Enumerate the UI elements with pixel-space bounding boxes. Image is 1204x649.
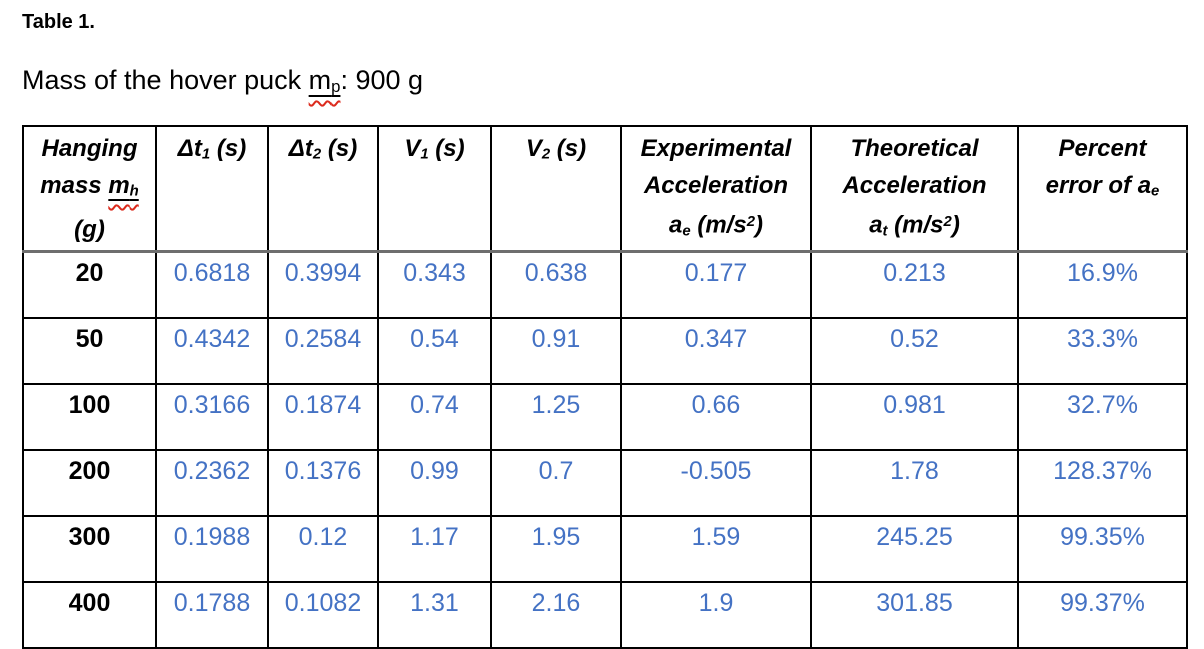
cell-hanging-mass: 20	[22, 250, 157, 320]
cell-delta-t2: 0.1082	[267, 581, 379, 649]
cell-percent-error: 128.37%	[1017, 449, 1188, 518]
table-row: 300 0.1988 0.12 1.17 1.95 1.59 245.25 99.35%	[22, 515, 1188, 584]
cell-delta-t1: 0.3166	[155, 383, 269, 452]
cell-theoretical-acceleration: 301.85	[810, 581, 1019, 649]
cell-v1: 0.54	[377, 317, 492, 386]
cell-v1: 0.74	[377, 383, 492, 452]
cell-v2: 1.95	[490, 515, 622, 584]
cell-hanging-mass: 200	[22, 449, 157, 518]
cell-v2: 0.91	[490, 317, 622, 386]
cell-hanging-mass: 50	[22, 317, 157, 386]
column-header-percent-error: Percent error of ae	[1017, 125, 1188, 254]
table-row: 100 0.3166 0.1874 0.74 1.25 0.66 0.981 32.7%	[22, 383, 1188, 452]
cell-theoretical-acceleration: 245.25	[810, 515, 1019, 584]
misspelled-underline: mp	[308, 65, 341, 96]
cell-theoretical-acceleration: 0.52	[810, 317, 1019, 386]
cell-delta-t2: 0.1874	[267, 383, 379, 452]
cell-v2: 0.638	[490, 250, 622, 320]
misspelled-underline: mh	[108, 172, 139, 200]
cell-delta-t1: 0.4342	[155, 317, 269, 386]
column-header-hanging-mass: Hanging mass mh (g)	[22, 125, 157, 254]
table-row: 50 0.4342 0.2584 0.54 0.91 0.347 0.52 33.3%	[22, 317, 1188, 386]
cell-v1: 0.343	[377, 250, 492, 320]
cell-theoretical-acceleration: 0.213	[810, 250, 1019, 320]
cell-delta-t1: 0.6818	[155, 250, 269, 320]
cell-percent-error: 32.7%	[1017, 383, 1188, 452]
table-caption: Table 1.	[22, 11, 95, 33]
table-row: 20 0.6818 0.3994 0.343 0.638 0.177 0.213 16.9%	[22, 250, 1188, 320]
cell-percent-error: 16.9%	[1017, 250, 1188, 320]
column-header-experimental-acceleration: Experimental Acceleration ae (m/s2)	[620, 125, 812, 254]
measurements-table: Hanging mass mh (g) Δt1 (s) Δt2 (s) V1 (s) V2 …	[22, 125, 1188, 649]
cell-theoretical-acceleration: 1.78	[810, 449, 1019, 518]
cell-experimental-acceleration: 1.59	[620, 515, 812, 584]
cell-delta-t1: 0.1988	[155, 515, 269, 584]
column-header-delta-t1: Δt1 (s)	[155, 125, 269, 254]
cell-hanging-mass: 400	[22, 581, 157, 649]
cell-theoretical-acceleration: 0.981	[810, 383, 1019, 452]
cell-v2: 2.16	[490, 581, 622, 649]
cell-delta-t2: 0.2584	[267, 317, 379, 386]
table-row: 400 0.1788 0.1082 1.31 2.16 1.9 301.85 99.37%	[22, 581, 1188, 649]
column-header-v2: V2 (s)	[490, 125, 622, 254]
cell-percent-error: 99.35%	[1017, 515, 1188, 584]
cell-v1: 1.17	[377, 515, 492, 584]
cell-experimental-acceleration: 0.66	[620, 383, 812, 452]
cell-delta-t1: 0.1788	[155, 581, 269, 649]
cell-v2: 1.25	[490, 383, 622, 452]
column-header-v1: V1 (s)	[377, 125, 492, 254]
header-row: Hanging mass mh (g) Δt1 (s) Δt2 (s) V1 (s) V2 …	[22, 125, 1188, 254]
column-header-theoretical-acceleration: Theoretical Acceleration at (m/s2)	[810, 125, 1019, 254]
cell-experimental-acceleration: 1.9	[620, 581, 812, 649]
cell-hanging-mass: 300	[22, 515, 157, 584]
cell-experimental-acceleration: 0.347	[620, 317, 812, 386]
table-row: 200 0.2362 0.1376 0.99 0.7 -0.505 1.78 128.37%	[22, 449, 1188, 518]
cell-delta-t2: 0.3994	[267, 250, 379, 320]
cell-percent-error: 33.3%	[1017, 317, 1188, 386]
cell-v1: 0.99	[377, 449, 492, 518]
cell-delta-t2: 0.12	[267, 515, 379, 584]
cell-experimental-acceleration: -0.505	[620, 449, 812, 518]
cell-v1: 1.31	[377, 581, 492, 649]
column-header-delta-t2: Δt2 (s)	[267, 125, 379, 254]
cell-percent-error: 99.37%	[1017, 581, 1188, 649]
cell-v2: 0.7	[490, 449, 622, 518]
cell-delta-t1: 0.2362	[155, 449, 269, 518]
cell-hanging-mass: 100	[22, 383, 157, 452]
cell-experimental-acceleration: 0.177	[620, 250, 812, 320]
cell-delta-t2: 0.1376	[267, 449, 379, 518]
puck-mass-line: Mass of the hover puck mp: 900 g	[22, 65, 424, 96]
